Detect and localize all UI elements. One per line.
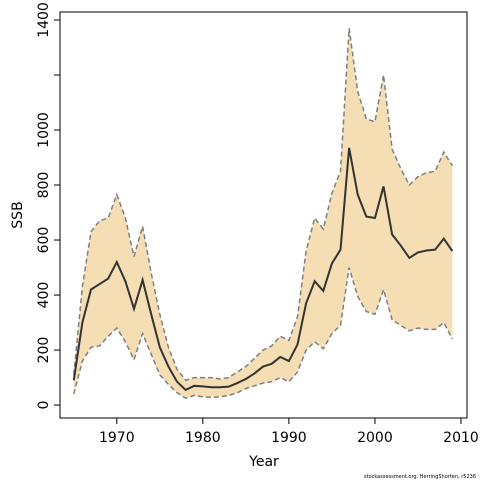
x-tick-label: 2010 [443, 430, 479, 446]
ssb-line [72, 147, 454, 392]
x-tick-label: 1980 [185, 430, 221, 446]
y-axis-label: SSB [10, 201, 26, 228]
footnote: stockassessment.org, HerringShorten, r52… [364, 474, 476, 480]
y-tick-label: 200 [36, 337, 52, 364]
x-axis-label: Year [248, 454, 279, 470]
x-tick-label: 1970 [99, 430, 135, 446]
y-tick-label: 800 [36, 172, 52, 199]
y-tick-label: 0 [36, 401, 52, 410]
confidence-band [73, 28, 453, 399]
y-tick-label: 400 [36, 282, 52, 309]
y-tick-label: 1400 [36, 2, 52, 38]
lower-bound [73, 267, 454, 400]
upper-bound [73, 28, 454, 382]
y-tick-label: 600 [36, 227, 52, 254]
y-tick-label: 1000 [36, 112, 52, 148]
x-tick-label: 1990 [271, 430, 307, 446]
plot-frame [59, 11, 468, 419]
x-tick-label: 2000 [357, 430, 393, 446]
